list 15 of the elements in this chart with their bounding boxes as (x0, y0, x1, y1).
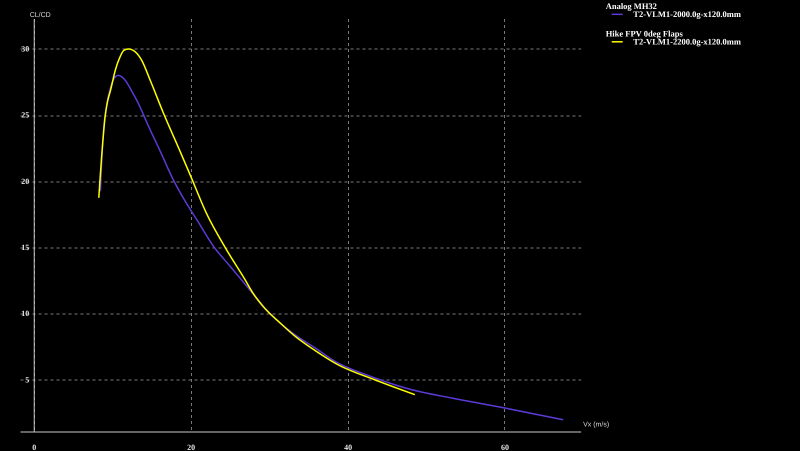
y-tick-label: 10 (21, 309, 30, 318)
y-tick-label: 30 (21, 44, 30, 54)
text: Analog MH32 (606, 1, 657, 11)
x-tick-label: 60 (500, 443, 509, 451)
y-tick-label: 15 (21, 243, 30, 252)
line-series (98, 48, 416, 396)
legend-label: T2-VLM1-2000.0g-x120.0mm (633, 9, 741, 19)
line-series (100, 74, 564, 420)
x-tick-label: 20 (187, 443, 196, 451)
y-tick-label: 20 (21, 176, 30, 186)
text: Hike FPV 0deg Flaps (606, 28, 684, 38)
x-tick-label: 0 (32, 443, 36, 451)
x-tick-label: 40 (344, 443, 352, 451)
y-tick-label: 5 (25, 375, 30, 384)
y-tick-label: 25 (21, 110, 30, 120)
